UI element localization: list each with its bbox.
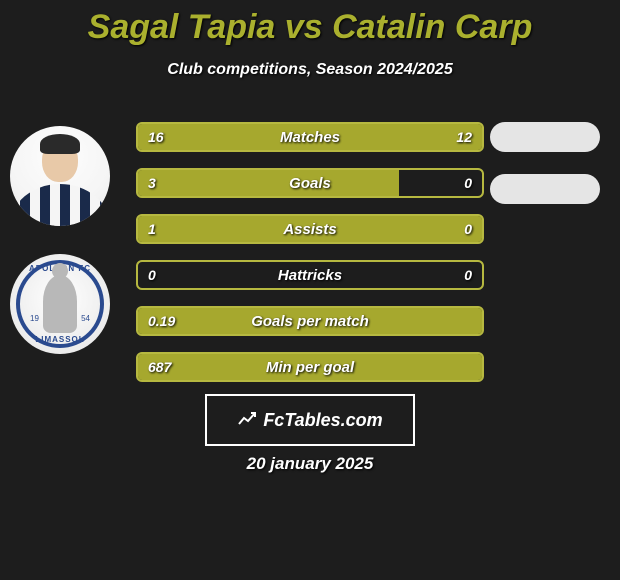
player2-club-placeholder [490, 174, 600, 204]
subtitle: Club competitions, Season 2024/2025 [0, 61, 620, 79]
avatars-column: APOLLON FC 1954 LIMASSOL [8, 126, 112, 382]
stat-label: Hattricks [138, 262, 482, 288]
player1-avatar [10, 126, 110, 226]
stat-row: 687Min per goal [136, 352, 484, 382]
player2-avatar-placeholder [490, 122, 600, 152]
stat-fill-right [334, 124, 482, 150]
stat-row: 0Hattricks0 [136, 260, 484, 290]
stat-row: 3Goals0 [136, 168, 484, 198]
player1-club-badge: APOLLON FC 1954 LIMASSOL [10, 254, 110, 354]
page-title: Sagal Tapia vs Catalin Carp [0, 0, 620, 47]
stat-fill-left [138, 308, 482, 334]
stat-value-right: 0 [464, 170, 472, 196]
stat-fill-left [138, 170, 399, 196]
stat-rows: 16Matches123Goals01Assists00Hattricks00.… [136, 122, 484, 382]
club-year-right: 54 [81, 314, 90, 326]
club-text-bottom: LIMASSOL [10, 335, 110, 344]
pills-column [490, 122, 600, 204]
stat-value-right: 0 [464, 262, 472, 288]
stat-row: 0.19Goals per match [136, 306, 484, 336]
stat-row: 1Assists0 [136, 214, 484, 244]
brand-text: FcTables.com [263, 410, 382, 431]
stat-row: 16Matches12 [136, 122, 484, 152]
stat-fill-left [138, 354, 482, 380]
chart-icon [237, 410, 257, 430]
club-year-left: 19 [30, 314, 39, 326]
stat-fill-left [138, 216, 482, 242]
title-vs: vs [285, 8, 323, 46]
stat-value-left: 0 [148, 262, 156, 288]
brand-badge: FcTables.com [205, 394, 415, 446]
title-player1: Sagal Tapia [88, 8, 276, 46]
date-text: 20 january 2025 [0, 454, 620, 474]
stat-fill-left [138, 124, 334, 150]
title-player2: Catalin Carp [332, 8, 532, 46]
